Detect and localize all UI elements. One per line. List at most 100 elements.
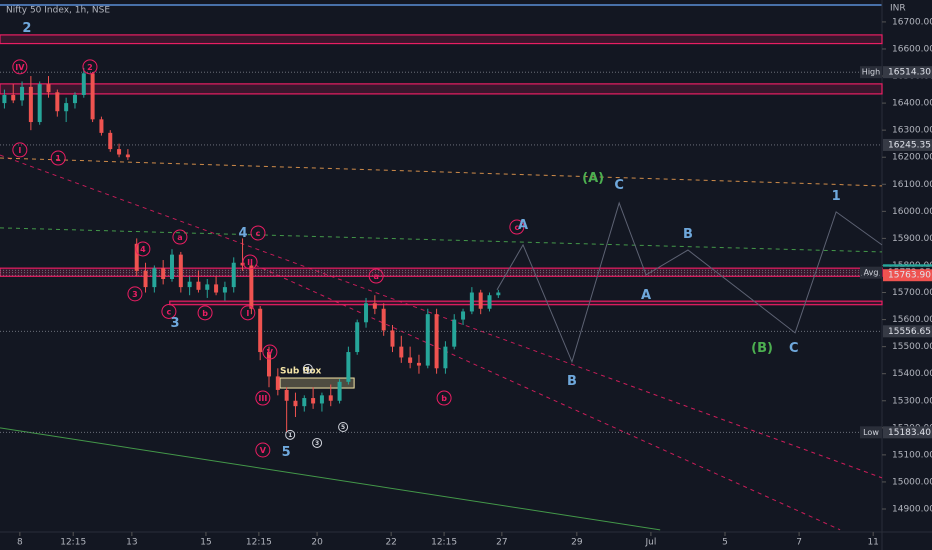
wave-label: a [177,233,182,242]
wave-circle [242,254,258,270]
level-label: 15763.90 [888,271,931,281]
level-tag: High [862,68,880,77]
candle-body [355,322,360,353]
candle-body [416,362,421,366]
candle-body [364,303,369,323]
candle-body [496,292,501,296]
candle-body [293,400,298,407]
wave-circle [338,422,349,433]
wave-circle [285,429,296,440]
x-tick-label: 8 [17,538,23,548]
wave-label: III [258,394,267,403]
y-tick-label: 15500.00 [892,342,932,352]
wave-label: 1 [55,154,61,163]
wave-circle [12,59,28,75]
candle-body [90,73,95,120]
candle-body [196,281,201,290]
candle-body [231,262,236,288]
x-tick-label: 29 [571,538,583,548]
chart-title: Nifty 50 Index, 1h, NSE [6,6,110,16]
level-label: 16245.35 [888,140,931,150]
wave-circle [172,229,188,245]
candle-body [222,287,227,293]
x-tick-label: 7 [796,538,802,548]
wave-label: V [267,348,274,357]
sub-box [279,377,355,389]
candle-body [214,284,219,293]
candle-body [169,254,174,279]
wave-circle [240,305,256,321]
candle-body [487,295,492,309]
wave-label: c [167,307,172,316]
zone [169,300,883,306]
wave-label: 4 [140,245,146,254]
candle-body [381,308,386,331]
currency: INR [890,4,906,14]
projection [496,201,883,364]
wave-label: I [246,309,249,318]
wave-label: 4 [306,366,310,373]
wave-circle [50,150,66,166]
level-label: 15183.40 [888,428,931,438]
wave-label: I [18,146,21,155]
candle-body [125,154,130,158]
wave-label: 5 [282,445,291,460]
candle-body [28,86,33,123]
candle-body [134,243,139,271]
candle-body [187,281,192,288]
level-tag-box [860,266,882,279]
candle-body [284,389,289,401]
x-tick-label: 13 [126,538,137,548]
level-box [883,426,932,439]
wave-label: c [256,229,261,238]
candle-body [469,292,474,312]
wave-label: A [641,288,651,303]
level-label: 15556.65 [888,327,931,337]
wave-circle [255,390,271,406]
wave-label: b [441,394,447,403]
candle-body [443,346,448,369]
candle-body [319,395,324,404]
wave-circle [509,219,525,235]
y-tick-label: 16200.00 [892,153,932,163]
candle-body [205,284,210,290]
wave-circle [12,142,28,158]
candle-body [178,254,183,288]
wave-label: V [260,446,267,455]
y-tick-label: 16000.00 [892,207,932,217]
level-label: 16514.30 [888,68,931,78]
candle-body [461,311,466,320]
wave-label: B [567,374,577,389]
candle-body [108,132,113,150]
y-tick-label: 15000.00 [892,477,932,487]
trendline [0,427,661,531]
y-tick-label: 15600.00 [892,315,932,325]
wave-circle [250,225,266,241]
wave-circle [255,442,271,458]
zone [0,83,883,95]
y-tick-label: 15900.00 [892,234,932,244]
candle-body [37,84,42,123]
level-tag: Avg [864,268,879,277]
candle-body [267,352,272,377]
candle-body [152,268,157,288]
wave-circle [82,59,98,75]
candle-body [161,268,166,279]
wave-label: 3 [171,316,180,331]
candle-body [72,94,77,104]
trendline [254,264,841,531]
wave-circle [161,303,177,319]
trendline [0,157,883,187]
wave-label: II [247,258,253,267]
candle-body [55,92,60,112]
x-tick-label: 15 [200,538,211,548]
candle-body [64,103,69,112]
x-tick-label: 22 [385,538,396,548]
wave-label: C [614,178,624,193]
wave-label: 5 [341,424,345,431]
candle-body [390,330,395,347]
wave-label: c [514,223,519,232]
wave-label: IV [15,63,25,72]
candle-body [337,381,342,401]
